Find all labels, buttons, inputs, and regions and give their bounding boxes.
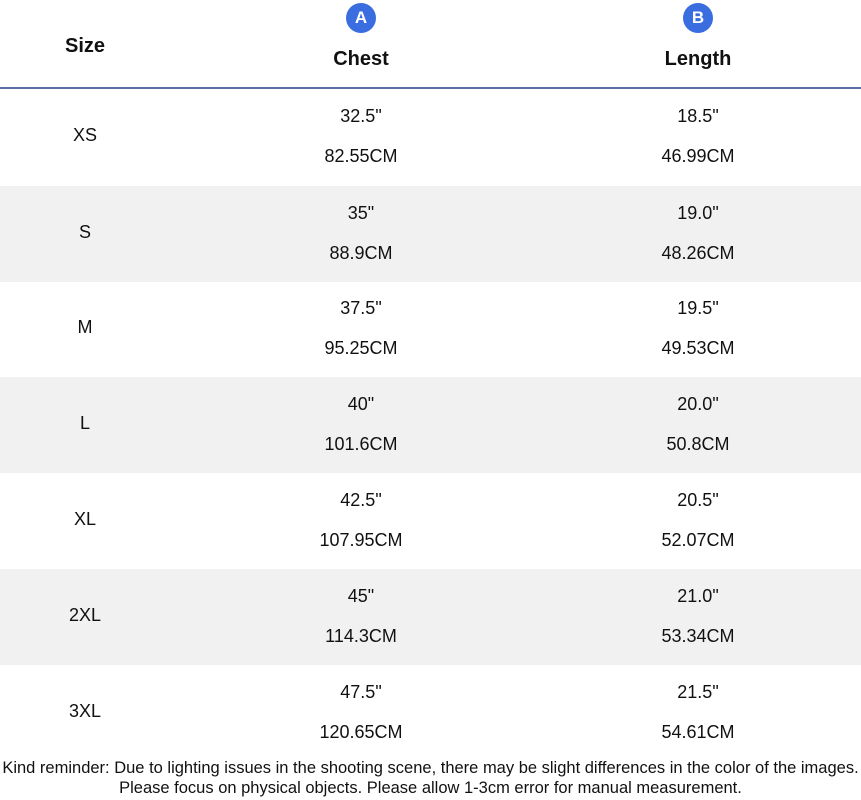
length-inch-cell: 19.0"	[677, 203, 719, 223]
chest-inch-cell: 45"	[347, 586, 375, 606]
size-header: Size	[64, 35, 106, 57]
chest-inch-cell: 42.5"	[340, 490, 382, 510]
chest-cm-cell: 88.9CM	[329, 243, 393, 263]
length-inch-cell: 20.0"	[677, 394, 719, 414]
chest-inch-cell: 47.5"	[340, 682, 382, 702]
table-row: 3XL 47.5" 120.65CM 21.5" 54.61CM	[0, 665, 861, 761]
chest-inch-cell: 35"	[347, 203, 375, 223]
chest-cm-cell: 114.3CM	[325, 626, 397, 646]
table-row: 2XL 45" 114.3CM 21.0" 53.34CM	[0, 569, 861, 665]
table-header: Size A Chest B Length	[0, 0, 861, 88]
size-cell: L	[79, 413, 91, 433]
table-row: M 37.5" 95.25CM 19.5" 49.53CM	[0, 281, 861, 377]
chest-inch-cell: 32.5"	[340, 106, 382, 126]
size-cell: XS	[72, 125, 98, 145]
table-row: S 35" 88.9CM 19.0" 48.26CM	[0, 186, 861, 282]
size-cell: XL	[73, 509, 97, 529]
header-divider	[0, 87, 861, 89]
chest-header: Chest	[333, 48, 389, 70]
size-cell: S	[78, 222, 92, 242]
badge-a-icon: A	[346, 3, 376, 33]
length-cm-cell: 48.26CM	[661, 243, 735, 263]
chest-cm-cell: 82.55CM	[324, 146, 398, 166]
length-cm-cell: 52.07CM	[661, 530, 735, 550]
length-inch-cell: 21.5"	[677, 682, 719, 702]
table-row: L 40" 101.6CM 20.0" 50.8CM	[0, 377, 861, 473]
length-cm-cell: 49.53CM	[661, 338, 735, 358]
length-cm-cell: 46.99CM	[661, 146, 735, 166]
length-inch-cell: 19.5"	[677, 298, 719, 318]
badge-b-icon: B	[683, 3, 713, 33]
chest-cm-cell: 101.6CM	[324, 434, 398, 454]
chest-cm-cell: 107.95CM	[319, 530, 403, 550]
chest-cm-cell: 120.65CM	[319, 722, 403, 742]
size-cell: M	[77, 317, 93, 337]
length-inch-cell: 18.5"	[677, 106, 719, 126]
length-inch-cell: 20.5"	[677, 490, 719, 510]
length-inch-cell: 21.0"	[677, 586, 719, 606]
length-cm-cell: 54.61CM	[661, 722, 735, 742]
length-cm-cell: 50.8CM	[666, 434, 730, 454]
length-cm-cell: 53.34CM	[661, 626, 735, 646]
length-header: Length	[664, 48, 732, 70]
reminder-note: Kind reminder: Due to lighting issues in…	[2, 759, 859, 797]
table-row: XL 42.5" 107.95CM 20.5" 52.07CM	[0, 473, 861, 569]
size-cell: 3XL	[68, 701, 102, 721]
chest-inch-cell: 37.5"	[340, 298, 382, 318]
size-cell: 2XL	[68, 605, 102, 625]
table-row: XS 32.5" 82.55CM 18.5" 46.99CM	[0, 89, 861, 185]
chest-cm-cell: 95.25CM	[324, 338, 398, 358]
chest-inch-cell: 40"	[347, 394, 375, 414]
